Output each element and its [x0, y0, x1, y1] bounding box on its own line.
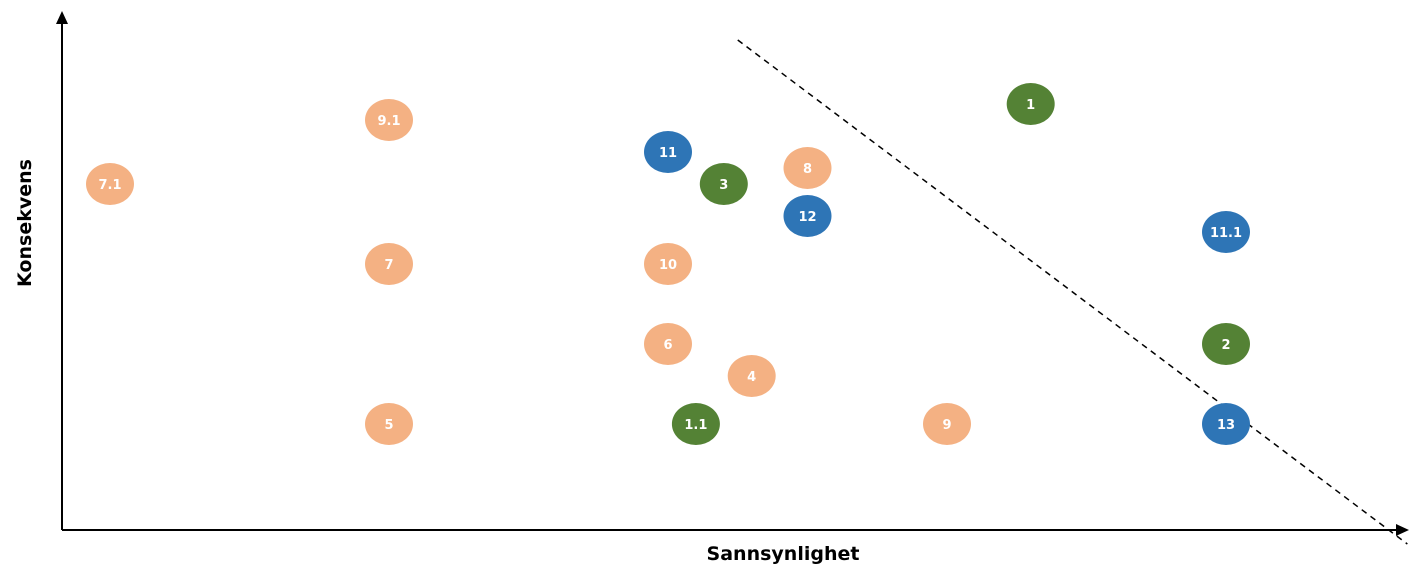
data-point-label: 11.1: [1210, 226, 1242, 241]
data-point-label: 12: [798, 210, 816, 225]
data-point-label: 4: [747, 370, 756, 385]
data-point-marker: [1202, 403, 1250, 445]
data-point-label: 9.1: [377, 114, 400, 129]
x-axis-label: Sannsynlighet: [707, 543, 860, 565]
data-point: 13: [1202, 403, 1250, 445]
data-point: 1.1: [671, 403, 720, 445]
data-point: 5: [365, 403, 413, 445]
data-point-label: 9: [942, 418, 951, 433]
data-point: 11.1: [1202, 211, 1250, 253]
y-axis-label: Konsekvens: [14, 159, 36, 287]
data-point: 1: [1006, 83, 1055, 125]
data-point: 3: [699, 163, 748, 205]
data-point-label: 7.1: [98, 178, 121, 193]
data-point: 7: [365, 243, 413, 285]
data-point-marker: [923, 403, 971, 445]
data-point-marker: [727, 355, 776, 397]
data-point-label: 6: [663, 338, 672, 353]
data-point: 9: [923, 403, 971, 445]
data-point-label: 11: [659, 146, 677, 161]
data-point-label: 1: [1026, 98, 1035, 113]
data-point: 7.1: [86, 163, 134, 205]
data-point-marker: [783, 147, 832, 189]
data-point: 6: [644, 323, 692, 365]
data-point-marker: [644, 131, 692, 173]
data-point-marker: [365, 99, 413, 141]
data-point-marker: [783, 195, 832, 237]
y-axis-arrow-icon: [56, 11, 68, 24]
data-point-label: 13: [1217, 418, 1235, 433]
data-point-marker: [644, 243, 692, 285]
data-point-marker: [86, 163, 134, 205]
data-point-marker: [365, 403, 413, 445]
data-point: 4: [727, 355, 776, 397]
data-point: 2: [1202, 323, 1250, 365]
data-point-marker: [1006, 83, 1055, 125]
data-point-marker: [365, 243, 413, 285]
data-point-label: 2: [1221, 338, 1230, 353]
risk-threshold-line: [737, 39, 1408, 545]
data-point-label: 10: [659, 258, 677, 273]
data-point-label: 7: [384, 258, 393, 273]
data-point-marker: [699, 163, 748, 205]
data-point-marker: [644, 323, 692, 365]
data-point-label: 1.1: [684, 418, 707, 433]
data-points: 7.1 9.1 7 5 11 10 6 3 1.1 4 8 12 9 1 11.1 2 13: [86, 83, 1250, 445]
data-point: 11: [644, 131, 692, 173]
data-point-label: 8: [803, 162, 812, 177]
data-point-marker: [1202, 211, 1250, 253]
data-point-label: 5: [384, 418, 393, 433]
data-point-marker: [671, 403, 720, 445]
data-point-marker: [1202, 323, 1250, 365]
data-point-label: 3: [719, 178, 728, 193]
x-axis-arrow-icon: [1396, 524, 1409, 536]
data-point: 9.1: [365, 99, 413, 141]
data-point: 10: [644, 243, 692, 285]
data-point: 12: [783, 195, 832, 237]
data-point: 8: [783, 147, 832, 189]
